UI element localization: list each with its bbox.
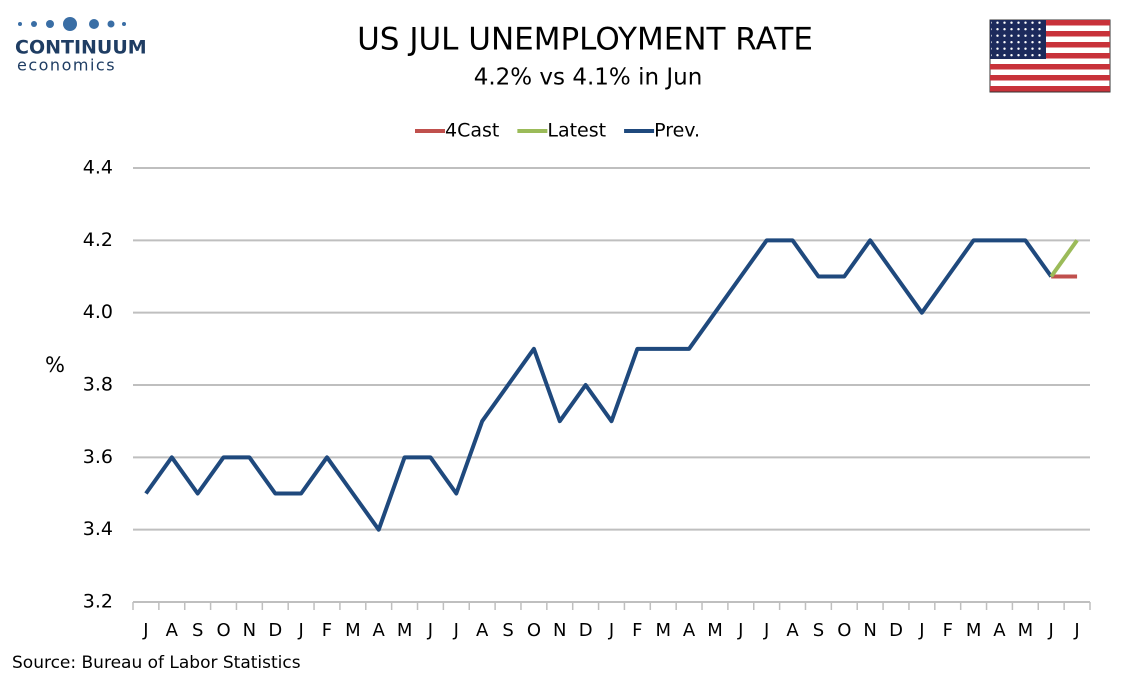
legend-label: Prev. bbox=[654, 120, 700, 142]
x-tick-label: S bbox=[192, 620, 203, 641]
x-tick-label: S bbox=[502, 620, 513, 641]
x-tick-label: O bbox=[527, 620, 541, 641]
x-tick-label: J bbox=[763, 620, 769, 641]
x-tick-label: J bbox=[608, 620, 614, 641]
x-tick-label: M bbox=[397, 620, 413, 641]
chart-subtitle: 4.2% vs 4.1% in Jun bbox=[474, 65, 703, 91]
chart-title: US JUL UNEMPLOYMENT RATE bbox=[357, 22, 813, 58]
x-tick-label: A bbox=[373, 620, 386, 641]
x-tick-label: D bbox=[268, 620, 282, 641]
source: Source: Bureau of Labor Statistics bbox=[12, 653, 301, 673]
x-tick-label: J bbox=[142, 620, 148, 641]
y-tick-label: 3.4 bbox=[83, 518, 113, 540]
x-tick-label: A bbox=[683, 620, 696, 641]
x-tick-label: J bbox=[427, 620, 433, 641]
x-tick-label: F bbox=[322, 620, 332, 641]
y-tick-label: 4.4 bbox=[83, 157, 113, 179]
x-tick-label: N bbox=[863, 620, 876, 641]
logo: CONTINUUM economics bbox=[15, 17, 147, 75]
x-tick-label: M bbox=[966, 620, 982, 641]
y-tick-label: 3.8 bbox=[83, 374, 113, 396]
x-tick-label: F bbox=[632, 620, 642, 641]
legend-label: 4Cast bbox=[445, 120, 499, 142]
x-tick-label: O bbox=[216, 620, 230, 641]
x-tick-label: M bbox=[655, 620, 671, 641]
x-tick-label: D bbox=[889, 620, 903, 641]
x-tick-label: F bbox=[943, 620, 953, 641]
y-tick-label: 3.6 bbox=[83, 446, 113, 468]
x-tick-label: N bbox=[553, 620, 566, 641]
y-axis-label: % bbox=[45, 353, 65, 377]
x-tick-label: A bbox=[993, 620, 1006, 641]
legend-label: Latest bbox=[547, 120, 606, 142]
logo-tagline: economics bbox=[17, 56, 116, 75]
x-tick-label: D bbox=[579, 620, 593, 641]
series-line bbox=[1049, 239, 1079, 278]
x-tick-label: J bbox=[737, 620, 743, 641]
series-line bbox=[144, 238, 1053, 532]
x-tick-label: J bbox=[297, 620, 303, 641]
x-tick-label: J bbox=[1073, 620, 1079, 641]
x-tick-label: A bbox=[786, 620, 799, 641]
y-tick-label: 4.2 bbox=[83, 229, 113, 251]
x-tick-label: A bbox=[476, 620, 489, 641]
y-tick-label: 3.2 bbox=[83, 591, 113, 613]
x-tick-label: J bbox=[918, 620, 924, 641]
x-tick-label: J bbox=[1048, 620, 1054, 641]
x-tick-label: J bbox=[453, 620, 459, 641]
x-tick-label: M bbox=[707, 620, 723, 641]
x-tick-label: M bbox=[1018, 620, 1034, 641]
x-tick-label: S bbox=[813, 620, 824, 641]
logo-name: CONTINUUM bbox=[15, 37, 147, 59]
x-tick-label: M bbox=[345, 620, 361, 641]
flag bbox=[989, 19, 1111, 93]
x-tick-label: A bbox=[166, 620, 179, 641]
x-tick-label: N bbox=[243, 620, 256, 641]
x-tick-label: O bbox=[837, 620, 851, 641]
y-tick-label: 4.0 bbox=[83, 301, 113, 323]
